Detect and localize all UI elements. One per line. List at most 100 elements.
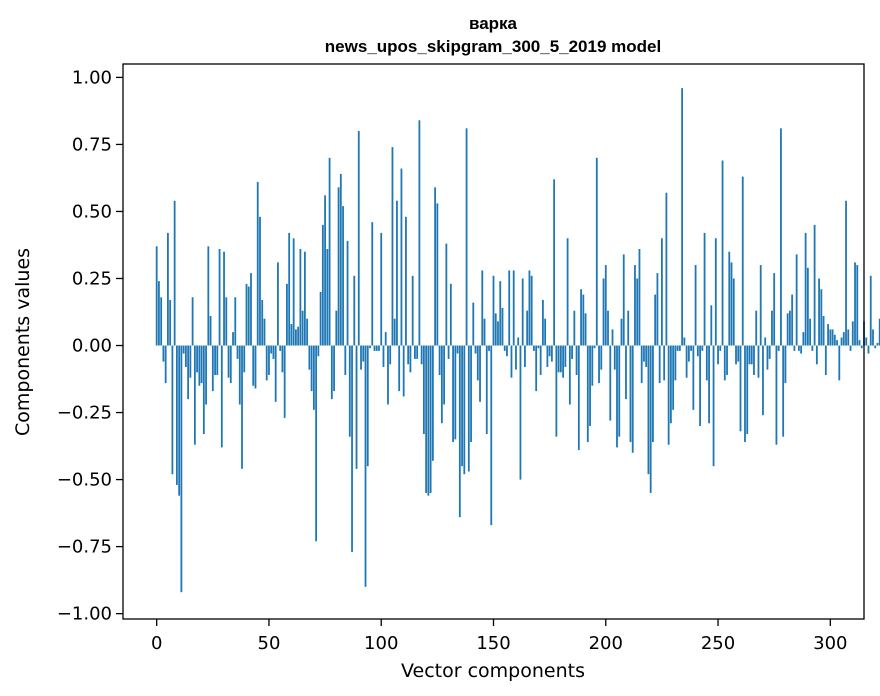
bar <box>333 345 335 392</box>
bar <box>281 345 284 373</box>
bar <box>559 345 562 373</box>
bar <box>607 310 609 346</box>
bar <box>364 345 367 587</box>
bar <box>710 305 713 346</box>
bar <box>234 297 237 346</box>
bar <box>768 345 771 359</box>
y-tick-label: −0.75 <box>57 537 112 558</box>
bar <box>443 345 445 405</box>
bar <box>456 345 459 354</box>
bar <box>636 278 639 346</box>
bar <box>791 294 794 346</box>
bar <box>584 313 587 346</box>
chart-title-line1: варка <box>469 14 518 33</box>
bar <box>306 318 309 346</box>
bar <box>645 345 648 367</box>
bar <box>371 222 374 346</box>
bar <box>180 345 183 593</box>
bar <box>714 238 717 346</box>
bar <box>326 249 329 346</box>
bar <box>418 120 421 346</box>
bar <box>683 337 686 346</box>
bar <box>802 332 805 346</box>
bar <box>414 345 416 359</box>
bar <box>858 340 861 346</box>
bar <box>270 345 273 354</box>
bar <box>162 345 165 362</box>
bar <box>167 232 169 346</box>
bar <box>809 318 812 346</box>
bar <box>155 246 158 346</box>
bar <box>847 329 850 346</box>
bar <box>391 147 394 346</box>
y-tick-label: 1.00 <box>72 67 112 88</box>
bar <box>813 224 816 346</box>
bar <box>411 275 414 346</box>
bar <box>205 345 207 405</box>
bar <box>342 206 344 346</box>
bar <box>712 345 715 467</box>
bar <box>384 332 387 346</box>
bar <box>272 345 275 359</box>
bar <box>515 345 517 370</box>
bar <box>836 340 838 346</box>
bar <box>557 345 560 373</box>
bar <box>674 345 677 381</box>
bar <box>366 345 369 467</box>
bar <box>274 345 277 402</box>
bar <box>245 283 248 346</box>
bar <box>193 345 196 445</box>
bar <box>216 345 219 376</box>
bar <box>196 345 198 373</box>
bar <box>762 345 764 416</box>
bar <box>499 281 502 346</box>
bar <box>256 181 259 346</box>
bar <box>786 313 789 346</box>
bar <box>555 345 558 437</box>
y-tick-label: −0.50 <box>57 470 112 491</box>
bar <box>867 345 870 354</box>
bar <box>564 345 567 367</box>
bar <box>173 200 176 346</box>
bar <box>854 262 856 346</box>
bar <box>380 232 383 346</box>
bar <box>330 345 333 400</box>
bar <box>764 337 767 346</box>
bar <box>524 345 526 367</box>
bar <box>241 345 243 469</box>
bar <box>667 345 670 445</box>
x-tick-label: 0 <box>151 633 162 654</box>
bar <box>811 345 814 351</box>
bar <box>654 294 657 346</box>
bar <box>589 345 591 426</box>
bar <box>158 281 160 346</box>
bar <box>542 299 544 346</box>
bar <box>463 345 466 475</box>
bar <box>553 179 556 346</box>
bar <box>252 345 255 386</box>
bar <box>209 316 212 346</box>
bar <box>719 345 722 351</box>
bar <box>530 275 533 346</box>
bar <box>665 192 668 346</box>
bar <box>191 297 194 346</box>
bar <box>521 278 524 346</box>
bar <box>202 345 205 434</box>
bar <box>200 345 203 384</box>
bar <box>178 345 181 496</box>
bar <box>784 345 787 384</box>
bar <box>721 160 724 346</box>
bar <box>506 345 508 357</box>
x-tick-label: 100 <box>364 633 398 654</box>
bar <box>458 345 461 518</box>
y-tick-label: −0.25 <box>57 403 112 424</box>
bar <box>696 345 699 357</box>
bar <box>741 176 744 346</box>
bar <box>629 345 632 443</box>
bar <box>577 345 580 451</box>
bar <box>580 289 582 346</box>
bar <box>175 345 178 485</box>
bar <box>310 345 313 392</box>
bar <box>286 283 288 346</box>
bar <box>730 262 733 346</box>
